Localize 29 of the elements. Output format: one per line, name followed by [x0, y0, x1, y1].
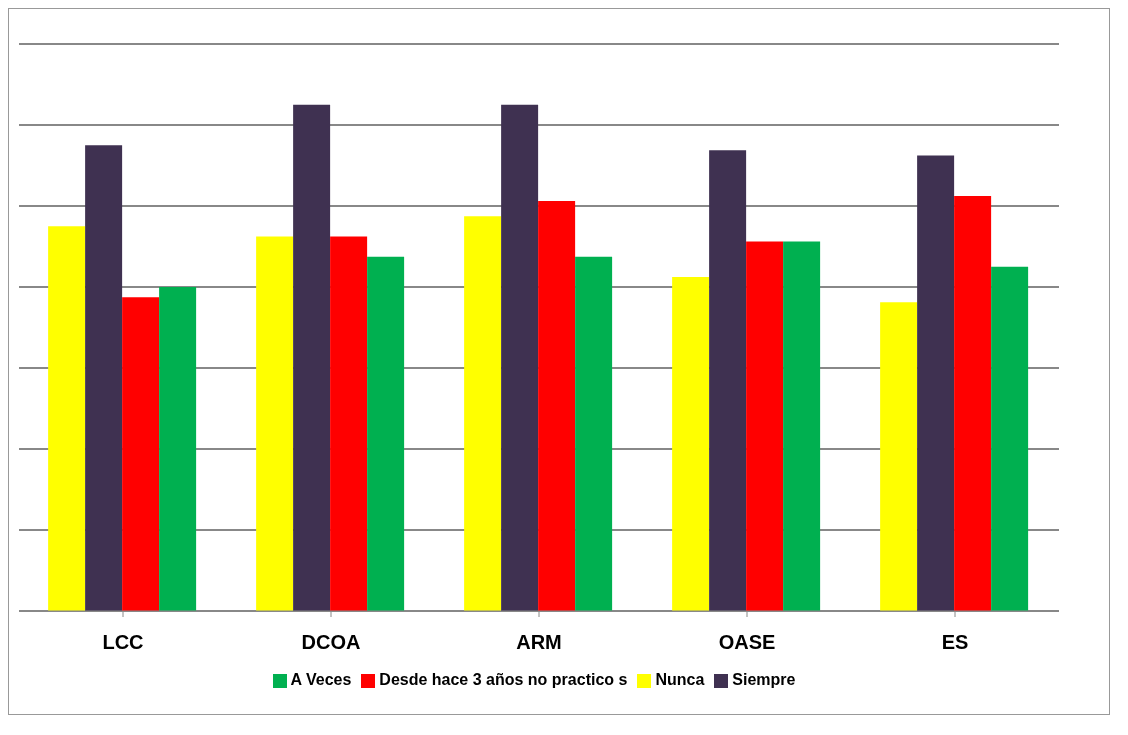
bar	[293, 104, 331, 611]
bar	[538, 200, 576, 611]
bar	[367, 256, 405, 611]
bar	[85, 145, 123, 611]
bar	[991, 266, 1029, 611]
bar	[672, 276, 710, 611]
bar	[783, 241, 821, 611]
legend-label: Desde hace 3 años no practico s	[379, 671, 628, 688]
x-tick-label: DCOA	[301, 631, 361, 654]
bar	[501, 104, 539, 611]
x-tick-label: LCC	[102, 631, 144, 654]
bar	[917, 155, 955, 611]
legend-label: Siempre	[732, 671, 796, 688]
legend-label: A Veces	[290, 671, 352, 688]
bar	[464, 216, 502, 611]
x-tick-label: ES	[941, 631, 969, 654]
x-tick-label: ARM	[516, 631, 562, 654]
bar	[159, 287, 197, 611]
bar	[575, 256, 613, 611]
legend-label: Nunca	[655, 671, 705, 688]
bar	[122, 297, 160, 611]
bar	[954, 195, 992, 611]
bar	[256, 236, 294, 611]
bar	[880, 302, 918, 611]
bar	[709, 150, 747, 611]
bar	[330, 236, 368, 611]
bar	[746, 241, 784, 611]
bar	[48, 226, 86, 611]
x-tick-label: OASE	[718, 631, 776, 654]
